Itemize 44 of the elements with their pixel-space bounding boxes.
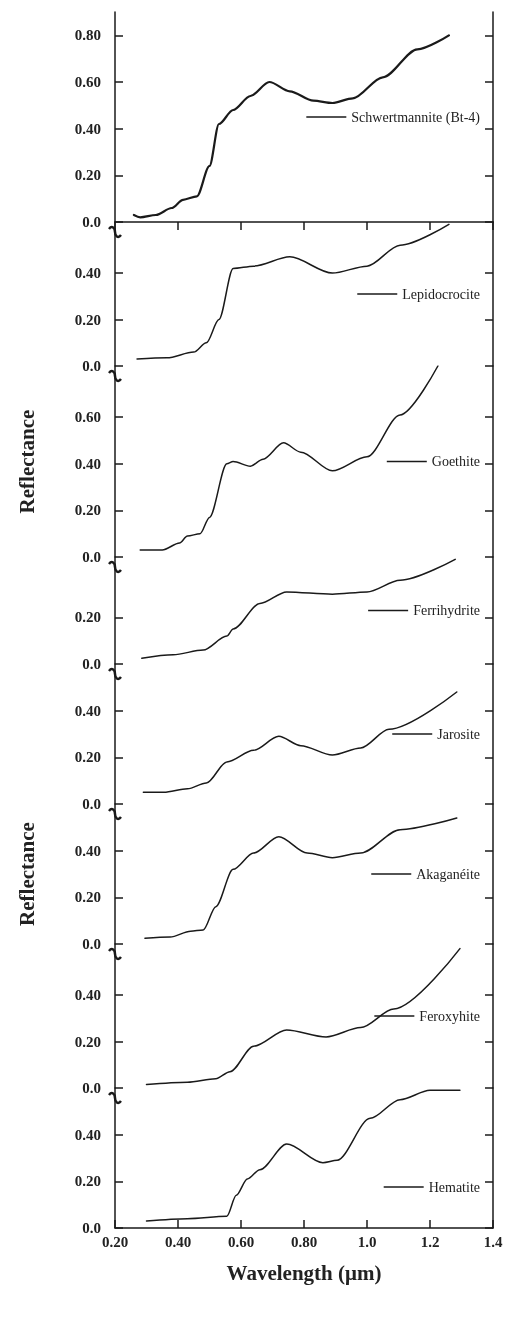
legend-label: Akaganéite xyxy=(416,866,480,882)
y-tick-label: 0.20 xyxy=(74,167,101,184)
y-tick-label: 0.40 xyxy=(74,987,101,1004)
y-tick-label: 0.20 xyxy=(74,502,101,519)
y-tick-label: 0.0 xyxy=(82,1220,101,1237)
x-tick-label: 0.20 xyxy=(101,1233,129,1250)
y-tick-label: 0.80 xyxy=(74,27,101,44)
y-tick-label: 0.60 xyxy=(74,409,101,426)
x-tick-label: 0.40 xyxy=(164,1233,192,1250)
y-tick-label: 0.40 xyxy=(74,455,101,472)
y-axis-title: Reflectance xyxy=(14,822,39,927)
y-tick-label: 0.0 xyxy=(82,936,101,953)
y-tick-label: 0.0 xyxy=(82,214,101,230)
y-tick-label: 0.20 xyxy=(74,889,101,906)
x-axis-title: Wavelength (μm) xyxy=(226,1260,382,1285)
x-tick-label: 0.80 xyxy=(290,1233,318,1250)
y-tick-label: 0.40 xyxy=(74,120,101,137)
y-tick-label: 0.0 xyxy=(82,1080,101,1096)
y-tick-label: 0.40 xyxy=(74,703,101,720)
legend-label: Jarosite xyxy=(437,726,480,742)
y-tick-label: 0.20 xyxy=(74,609,101,626)
y-tick-label: 0.0 xyxy=(82,357,101,374)
y-axis-title: Reflectance xyxy=(14,409,39,514)
legend-label: Hematite xyxy=(428,1179,480,1195)
y-tick-label: 0.0 xyxy=(82,549,101,566)
legend-label: Lepidocrocite xyxy=(402,286,481,302)
y-tick-label: 0.20 xyxy=(74,311,101,328)
x-tick-label: 1.0 xyxy=(357,1233,377,1250)
legend-label: Ferrihydrite xyxy=(413,603,481,619)
y-tick-label: 0.20 xyxy=(74,1033,101,1050)
legend-label: Schwertmannite (Bt-4) xyxy=(351,109,481,126)
y-tick-label: 0.40 xyxy=(74,264,101,281)
y-tick-label: 0.20 xyxy=(74,749,101,766)
y-tick-label: 0.40 xyxy=(74,1127,101,1144)
legend-label: Feroxyhite xyxy=(419,1008,480,1024)
y-tick-label: 0.0 xyxy=(82,796,101,813)
x-tick-label: 1.2 xyxy=(420,1233,440,1250)
x-tick-label: 1.4 xyxy=(483,1233,503,1250)
x-tick-label: 0.60 xyxy=(227,1233,255,1250)
y-tick-label: 0.60 xyxy=(74,74,101,90)
y-tick-label: 0.40 xyxy=(74,842,101,859)
legend-label: Goethite xyxy=(431,454,481,470)
y-tick-label: 0.0 xyxy=(82,656,101,673)
y-tick-label: 0.20 xyxy=(74,1173,101,1190)
